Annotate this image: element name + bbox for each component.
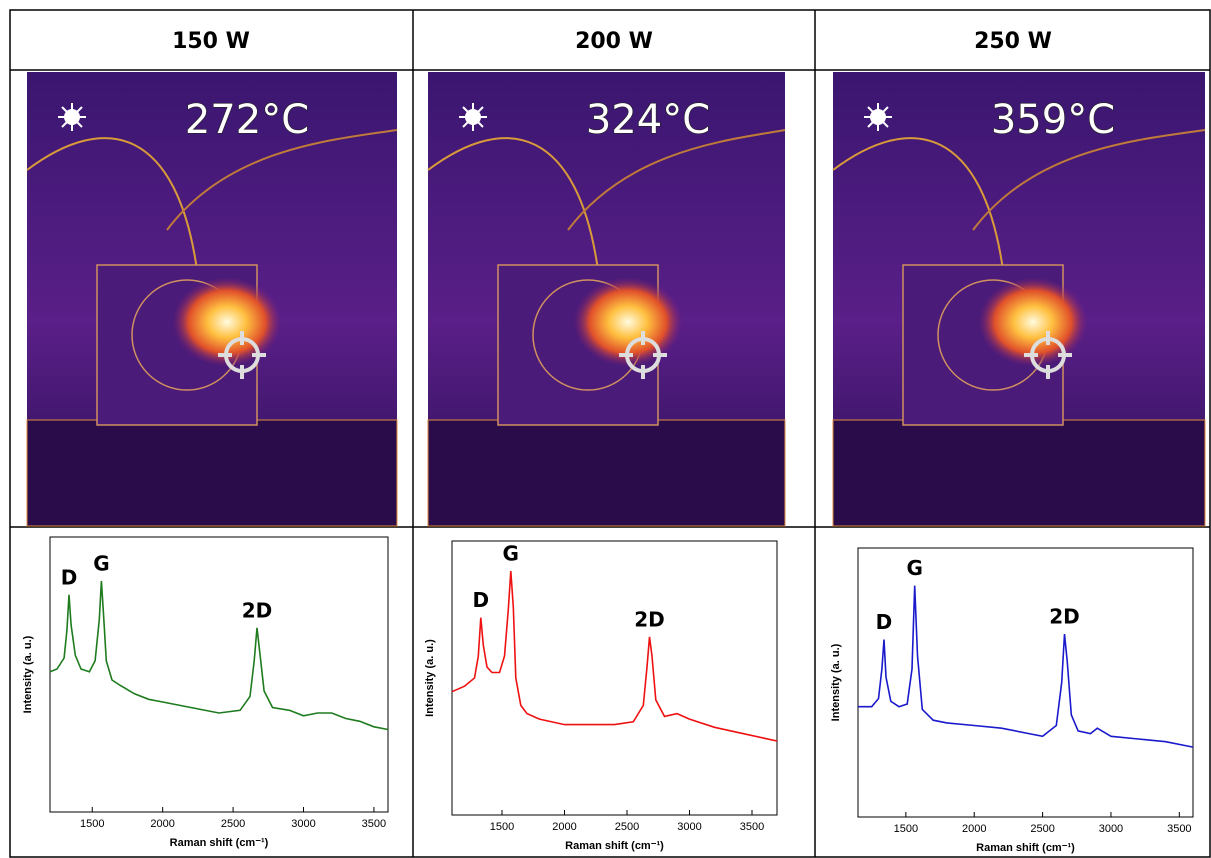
peak-label: D xyxy=(876,610,893,634)
crosshair-lines xyxy=(1024,331,1072,379)
spectrum-line xyxy=(49,580,389,731)
crosshair-lines xyxy=(218,331,266,379)
peak-label: D xyxy=(61,565,78,589)
x-tick-label: 3500 xyxy=(362,818,386,830)
plot-frame xyxy=(857,547,1194,818)
spectrum-line xyxy=(858,585,1194,748)
cable xyxy=(427,137,599,271)
cable xyxy=(26,137,198,271)
x-tick-label: 1500 xyxy=(490,821,514,833)
cable xyxy=(567,129,786,231)
peak-label: 2D xyxy=(1049,605,1080,629)
cable xyxy=(972,129,1206,231)
x-tick-label: 2000 xyxy=(150,818,174,830)
x-tick-label: 2500 xyxy=(221,818,245,830)
peak-label: D xyxy=(472,588,489,612)
cable xyxy=(832,137,1004,271)
x-tick-label: 3500 xyxy=(1167,823,1191,835)
x-tick-label: 2500 xyxy=(1030,823,1054,835)
temperature-reading: 324°C xyxy=(586,97,710,143)
peak-label: G xyxy=(503,542,519,566)
y-axis-label: Intensity (a. u.) xyxy=(22,635,34,713)
y-axis-label: Intensity (a. u.) xyxy=(424,639,436,717)
peak-label: G xyxy=(93,552,109,576)
table-surface xyxy=(832,419,1206,527)
peak-label: G xyxy=(907,556,923,580)
cable xyxy=(166,129,398,231)
peak-label: 2D xyxy=(242,598,273,622)
sun-rays xyxy=(864,103,892,131)
x-axis-label: Raman shift (cm⁻¹) xyxy=(565,840,664,852)
x-tick-label: 3000 xyxy=(1099,823,1123,835)
thermal-image: 359°C xyxy=(832,72,1206,527)
x-axis-label: Raman shift (cm⁻¹) xyxy=(170,837,269,849)
table-grid xyxy=(9,9,1211,858)
temperature-reading: 272°C xyxy=(185,97,309,143)
sun-rays xyxy=(58,103,86,131)
plot-frame xyxy=(49,536,389,813)
thermal-image: 324°C xyxy=(427,72,786,527)
column-header: 150 W xyxy=(172,29,250,54)
table-surface xyxy=(26,419,398,527)
column-header: 200 W xyxy=(575,29,653,54)
peak-label: 2D xyxy=(634,607,665,631)
table-surface xyxy=(427,419,786,527)
x-tick-label: 3000 xyxy=(291,818,315,830)
x-tick-label: 3000 xyxy=(677,821,701,833)
thermal-image: 272°C xyxy=(26,72,398,527)
x-tick-label: 2000 xyxy=(552,821,576,833)
sun-rays xyxy=(459,103,487,131)
x-tick-label: 1500 xyxy=(894,823,918,835)
x-tick-label: 2000 xyxy=(962,823,986,835)
x-tick-label: 3500 xyxy=(740,821,764,833)
x-axis-label: Raman shift (cm⁻¹) xyxy=(976,842,1075,854)
x-tick-label: 2500 xyxy=(615,821,639,833)
temperature-reading: 359°C xyxy=(991,97,1115,143)
spectrum-line xyxy=(451,571,778,742)
x-tick-label: 1500 xyxy=(80,818,104,830)
crosshair-lines xyxy=(619,331,667,379)
plot-frame xyxy=(451,540,778,816)
column-header: 250 W xyxy=(974,29,1052,54)
y-axis-label: Intensity (a. u.) xyxy=(830,643,842,721)
